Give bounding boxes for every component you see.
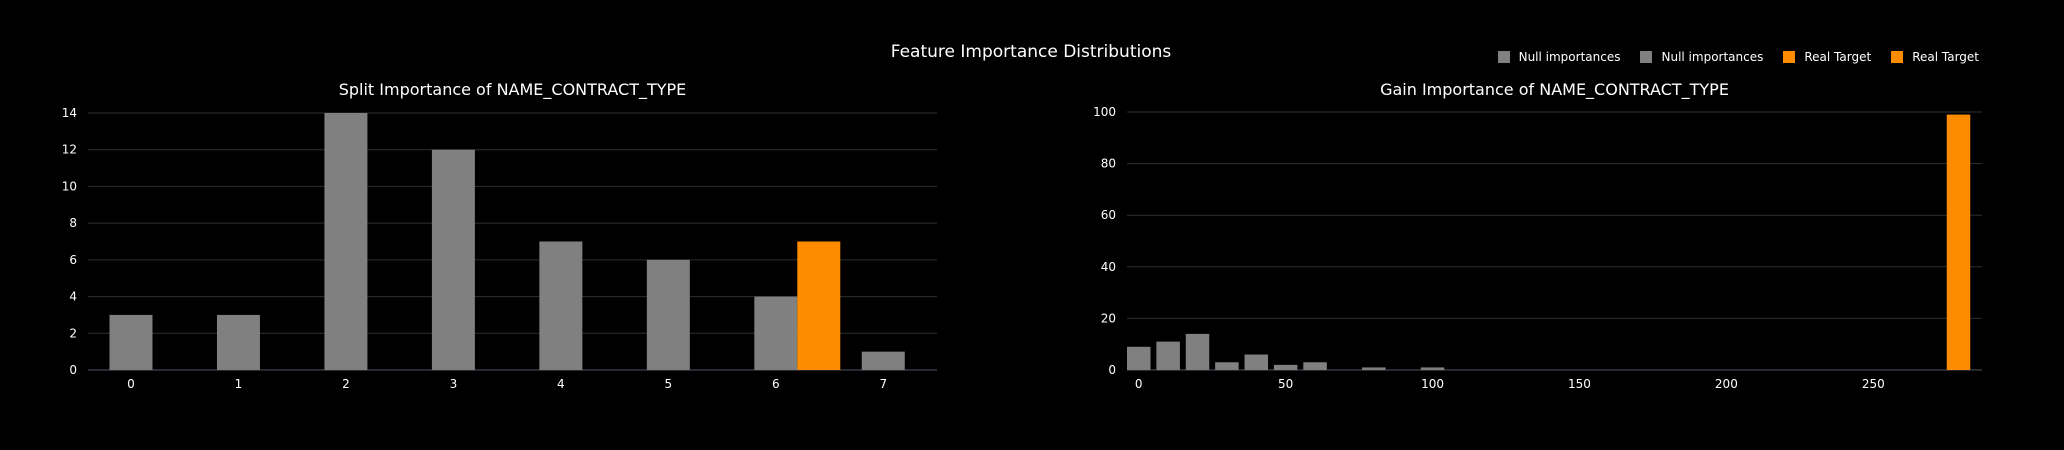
gain-ytick-label: 0 xyxy=(1108,363,1116,377)
split-xtick-label: 0 xyxy=(127,377,135,391)
split-null-importance-bar xyxy=(646,259,690,370)
gain-null-importance-bar xyxy=(1185,333,1210,370)
gain-xtick-label: 0 xyxy=(1135,377,1143,391)
legend-swatch-null-1 xyxy=(1497,51,1510,63)
legend-label-real-2: Real Target xyxy=(1912,50,1979,64)
split-xtick-label: 3 xyxy=(450,377,458,391)
gain-ytick-label: 100 xyxy=(1093,105,1116,119)
gain-null-importance-bar xyxy=(1273,364,1298,370)
gain-xtick-label: 100 xyxy=(1421,377,1444,391)
gain-xtick-label: 200 xyxy=(1715,377,1738,391)
split-chart-title: Split Importance of NAME_CONTRACT_TYPE xyxy=(339,80,687,100)
legend-item-null-2[interactable]: Null importances xyxy=(1640,50,1763,64)
gain-real-target-bar xyxy=(1946,114,1971,370)
gain-xtick-label: 250 xyxy=(1862,377,1885,391)
gain-null-importance-bar xyxy=(1244,354,1269,370)
split-xtick-label: 7 xyxy=(879,377,887,391)
legend-label-null-2: Null importances xyxy=(1661,50,1764,64)
gain-null-importance-bar xyxy=(1362,367,1386,370)
split-real-target-bar xyxy=(797,241,841,370)
legend-swatch-real-1 xyxy=(1783,51,1796,63)
split-xtick-label: 4 xyxy=(557,377,565,391)
legend-label-null-1: Null importances xyxy=(1518,50,1621,64)
gain-null-importance-bar xyxy=(1215,362,1239,370)
legend-swatch-real-2 xyxy=(1891,51,1904,63)
gain-chart-title: Gain Importance of NAME_CONTRACT_TYPE xyxy=(1380,80,1729,100)
split-null-importance-bar xyxy=(324,113,368,370)
split-ytick-label: 2 xyxy=(69,326,77,340)
legend-label-real-1: Real Target xyxy=(1804,50,1872,64)
gain-importance-chart: Gain Importance of NAME_CONTRACT_TYPE 0 20… xyxy=(1093,80,1982,391)
gain-null-importance-bar xyxy=(1156,341,1180,370)
split-ytick-label: 0 xyxy=(69,363,77,377)
gain-null-importance-bar xyxy=(1303,362,1327,370)
gain-ytick-label: 60 xyxy=(1101,208,1116,222)
gain-ytick-label: 20 xyxy=(1101,311,1116,325)
split-null-importance-bar xyxy=(431,149,475,370)
gain-null-importance-bar xyxy=(1420,367,1445,370)
legend: Null importances Null importances Real T… xyxy=(1497,50,1979,64)
main-title: Feature Importance Distributions xyxy=(891,42,1172,62)
split-importance-chart: Split Importance of NAME_CONTRACT_TYPE 0 2… xyxy=(62,80,937,391)
split-xtick-label: 2 xyxy=(342,377,350,391)
split-ytick-label: 10 xyxy=(62,179,77,193)
gain-xtick-label: 50 xyxy=(1278,377,1293,391)
split-xtick-label: 5 xyxy=(665,377,673,391)
split-null-importance-bar xyxy=(539,241,583,370)
split-null-importance-bar xyxy=(216,314,260,370)
gain-null-importance-bar xyxy=(1127,346,1151,370)
gain-ytick-label: 80 xyxy=(1101,157,1116,171)
split-null-importance-bar xyxy=(861,351,905,370)
legend-item-real-1[interactable]: Real Target xyxy=(1783,50,1871,64)
split-ytick-label: 12 xyxy=(62,143,77,157)
split-ytick-label: 8 xyxy=(69,216,77,230)
split-null-importance-bar xyxy=(109,314,153,370)
split-ytick-label: 4 xyxy=(69,290,77,304)
gain-ytick-label: 40 xyxy=(1101,260,1116,274)
split-ytick-label: 6 xyxy=(69,253,77,267)
legend-item-null-1[interactable]: Null importances xyxy=(1497,50,1621,64)
split-ytick-label: 14 xyxy=(62,106,77,120)
legend-item-real-2[interactable]: Real Target xyxy=(1891,50,1979,64)
legend-swatch-null-2 xyxy=(1640,51,1653,63)
split-null-importance-bar xyxy=(754,296,798,370)
split-xtick-label: 1 xyxy=(235,377,243,391)
gain-xtick-label: 150 xyxy=(1568,377,1591,391)
split-xtick-label: 6 xyxy=(772,377,780,391)
